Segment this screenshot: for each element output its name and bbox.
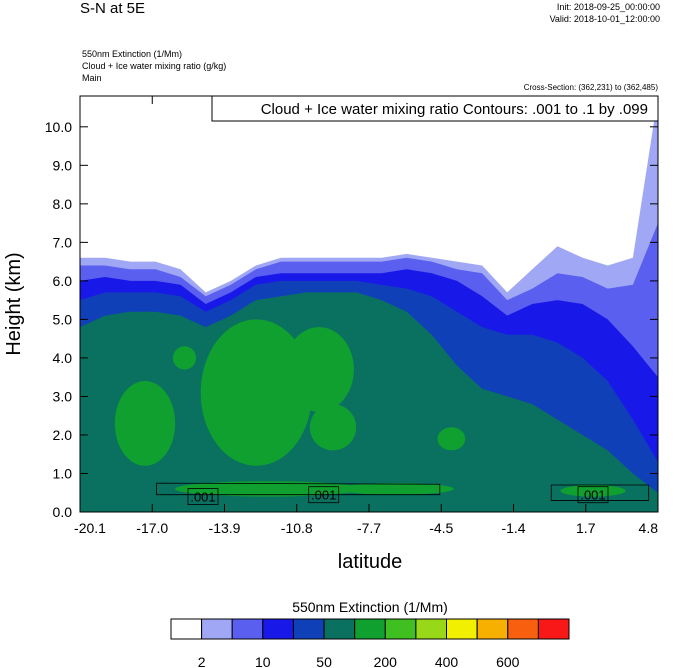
extinction-patch-4: [172, 346, 197, 370]
colorbar-swatch: [476, 618, 509, 640]
colorbar-label: 400: [435, 654, 459, 668]
x-tick-label: -20.1: [74, 520, 106, 536]
colorbar-swatch: [201, 618, 233, 640]
colorbar-swatch: [262, 618, 294, 640]
extinction-patch-0: [114, 381, 176, 466]
x-tick-label: -1.4: [501, 520, 525, 536]
extinction-patch-3: [309, 404, 357, 451]
colorbar-swatch: [323, 618, 356, 640]
y-tick-label: 4.0: [53, 350, 73, 366]
x-tick-label: 1.7: [576, 520, 596, 536]
colorbar-title: 550nm Extinction (1/Mm): [292, 599, 448, 615]
x-tick-label: -13.9: [209, 520, 241, 536]
contour-label-box-0: [187, 488, 219, 506]
chart-title: S-N at 5E: [80, 0, 146, 17]
contour-label-1: .001: [311, 488, 336, 503]
x-tick-label: -17.0: [136, 520, 168, 536]
extinction-patch-8: [560, 485, 626, 497]
y-axis-label: Height (km): [3, 252, 25, 355]
valid-time: Valid: 2018-10-01_12:00:00: [549, 14, 660, 24]
y-tick-label: 0.0: [53, 504, 73, 520]
y-tick-label: 2.0: [53, 427, 73, 443]
colorbar-swatch: [384, 618, 417, 640]
colorbar-swatch: [231, 618, 264, 640]
extinction-patch-1: [200, 319, 313, 466]
extinction-patch-7: [337, 483, 454, 495]
contour-info-box: Cloud + Ice water mixing ratio Contours:…: [211, 95, 659, 122]
contour-line-lower: [156, 482, 441, 496]
y-tick-label: 8.0: [53, 196, 73, 212]
colorbar-label: 200: [374, 654, 398, 668]
colorbar-label: 600: [496, 654, 520, 668]
colorbar-label: 50: [316, 654, 332, 668]
y-tick-label: 6.0: [53, 273, 73, 289]
y-tick-label: 3.0: [53, 388, 73, 404]
y-tick-label: 9.0: [53, 157, 73, 173]
contour-label-0: .001: [190, 490, 215, 505]
contour-label-2: .001: [580, 488, 605, 503]
colorbar-swatch: [507, 618, 539, 640]
x-tick-label: -7.7: [357, 520, 381, 536]
extinction-patch-6: [175, 481, 361, 497]
cross-section-label: Cross-Section: (362,231) to (362,485): [523, 83, 658, 92]
contour-info-text: Cloud + Ice water mixing ratio Contours:…: [261, 101, 648, 118]
field-name-extinction: 550nm Extinction (1/Mm): [82, 49, 183, 59]
colorbar-swatch: [415, 618, 447, 640]
colorbar-swatch: [354, 618, 386, 640]
x-axis-label: latitude: [338, 551, 403, 573]
x-tick-label: -4.5: [429, 520, 453, 536]
colorbar-label: 10: [255, 654, 271, 668]
axes: -20.1 -17.0 -13.9 -10.8 -7.7 -4.5 -1.4 1.7 4.8 0.…: [45, 96, 659, 536]
y-tick-label: 5.0: [53, 311, 73, 327]
colorbar-swatch: [446, 618, 478, 640]
contour-line-right: [550, 484, 650, 501]
colorbar-swatch: [170, 618, 203, 640]
colorbar-swatch: [293, 618, 325, 640]
init-time: Init: 2018-09-25_00:00:00: [556, 2, 660, 12]
x-tick-label: -10.8: [281, 520, 313, 536]
mixing-ratio-contours: .001 .001 .001: [156, 482, 650, 506]
colorbar-label: 2: [198, 654, 206, 668]
extinction-patch-5: [437, 427, 466, 451]
y-tick-label: 10.0: [45, 119, 72, 135]
colorbar: 550nm Extinction (1/Mm) 2 10 50 200 400 600: [170, 599, 570, 668]
extinction-patch-2: [284, 327, 354, 412]
contour-label-box-2: [577, 486, 609, 504]
field-name-mixing-ratio: Cloud + Ice water mixing ratio (g/kg): [82, 61, 227, 71]
x-tick-label: 4.8: [639, 520, 659, 536]
y-tick-label: 7.0: [53, 234, 73, 250]
colorbar-swatch: [537, 618, 570, 640]
extinction-fill-layers: [80, 96, 658, 512]
y-tick-label: 1.0: [53, 465, 73, 481]
field-name-main: Main: [82, 73, 102, 83]
contour-label-box-1: [308, 486, 340, 504]
